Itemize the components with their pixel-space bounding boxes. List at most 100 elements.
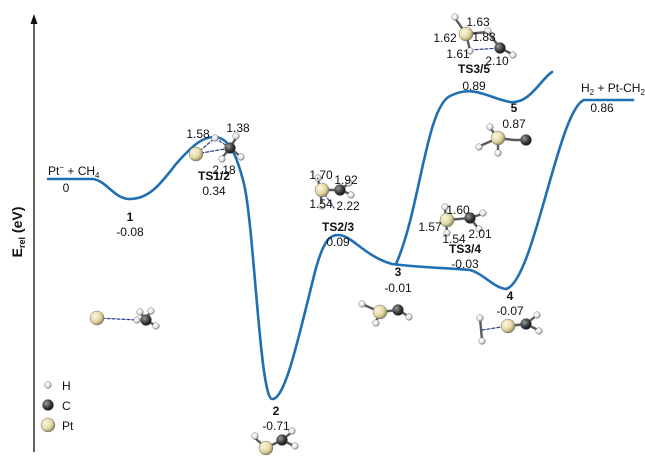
complex-1-c-atom: [140, 314, 152, 326]
ts23-c-atom: [334, 184, 346, 196]
complex-5-h-atom: [494, 149, 502, 157]
complex-5-pt-atom: [490, 130, 506, 146]
ts23-distance-label: 1.70: [309, 168, 333, 182]
complex-4-bond: [478, 316, 484, 342]
complex-4-h-atom: [533, 311, 541, 319]
energy-curve-upper-branch: [394, 70, 554, 266]
state-1-energy: -0.08: [116, 225, 144, 239]
ts34-h-atom: [475, 225, 483, 233]
state-3-name: 3: [395, 265, 402, 279]
state-4-name: 4: [507, 289, 514, 303]
complex-5-h-atom: [475, 143, 483, 151]
complex-3-h-atom: [358, 300, 366, 308]
ts34-pt-atom: [439, 212, 455, 228]
ts12-distance-label: 2.18: [212, 163, 236, 177]
ts23-distance-label: 1.54: [309, 197, 333, 211]
complex-1-pt-atom: [89, 310, 105, 326]
complex-1-h-atom: [152, 322, 160, 330]
ts12-distance-label: 1.58: [186, 127, 210, 141]
state-ts12-energy: 0.34: [202, 184, 226, 198]
ts35-h-atom: [451, 13, 459, 21]
complex-3-h-atom: [372, 319, 380, 327]
ts23-pt-atom: [314, 182, 330, 198]
ts35-h-atom: [484, 27, 492, 35]
ts35-pt-atom: [458, 26, 474, 42]
complex-1-h-atom: [147, 307, 155, 315]
ts12-pt-atom: [188, 146, 204, 162]
ts35-distance-label: 1.63: [466, 15, 490, 29]
complex-3-h-atom: [405, 313, 413, 321]
ts34-c-atom: [464, 212, 476, 224]
state-4-energy: -0.07: [496, 304, 524, 318]
ts12-dashed-bond: [195, 137, 216, 155]
ts34-h-atom: [443, 229, 451, 237]
complex-4-h-atom: [478, 337, 486, 345]
complex-3-pt-atom: [372, 304, 388, 320]
complex-2-h-atom: [291, 442, 299, 450]
legend-h-icon: [44, 381, 52, 389]
legend-c-icon: [42, 399, 54, 411]
ts23-h-atom: [314, 174, 322, 182]
state-2-energy: -0.71: [262, 419, 290, 433]
state-end-energy: 0.86: [590, 101, 614, 115]
ts35-h-atom: [466, 47, 474, 55]
complex-1-h-atom: [133, 316, 141, 324]
state-ts23-name: TS2/3: [322, 220, 354, 234]
ts12-distance-label: 1.38: [226, 121, 250, 135]
ts35-c-atom: [494, 42, 506, 54]
complex-3-c-atom: [392, 304, 404, 316]
state-ts23-energy: 0.09: [326, 235, 350, 249]
ts23-h-atom: [345, 179, 353, 187]
ts12-h-atom: [232, 132, 240, 140]
complex-4-c-atom: [520, 318, 532, 330]
ts12-h-atom: [237, 153, 245, 161]
state-5-name: 5: [511, 101, 518, 115]
ts34-distance-label: 1.60: [446, 203, 470, 217]
state-2-name: 2: [273, 404, 280, 418]
ts12-c-atom: [224, 142, 236, 154]
ts23-distance-label: 1.92: [334, 173, 358, 187]
ts12-h-atom: [211, 134, 219, 142]
ts34-h-atom: [441, 203, 449, 211]
y-axis-title: Erel (eV): [9, 207, 27, 258]
state-end-name: H2 + Pt-CH2: [581, 81, 645, 97]
complex-2-h-atom: [288, 427, 296, 435]
complex-5-h-atom: [486, 123, 494, 131]
state-ts35-energy: 0.89: [462, 79, 486, 93]
ts34-distance-label: 1.54: [442, 232, 466, 246]
complex-1-h-atom: [136, 308, 144, 316]
ts34-h-atom: [479, 209, 487, 217]
y-axis-arrowhead: [30, 14, 38, 24]
state-ts34-energy: -0.03: [451, 257, 479, 271]
ts23-h-atom: [318, 202, 326, 210]
state-1-name: 1: [127, 210, 134, 224]
legend-pt-icon: [40, 417, 56, 433]
complex-5-c-atom: [520, 134, 532, 146]
complex-4-pt-atom: [500, 318, 516, 334]
ts35-distance-label: 1.62: [433, 31, 457, 45]
legend-c-label: C: [62, 399, 71, 413]
ts34-distance-label: 2.01: [468, 227, 492, 241]
complex-2-c-atom: [276, 434, 288, 446]
state-ts12-name: TS1/2: [198, 169, 230, 183]
state-5-energy: 0.87: [502, 117, 526, 131]
state-ts34-name: TS3/4: [449, 242, 481, 256]
legend-h-label: H: [62, 379, 71, 393]
ts35-h-atom: [509, 51, 517, 59]
state-3-energy: -0.01: [384, 281, 412, 295]
complex-4-h-atom: [476, 314, 484, 322]
complex-2-pt-atom: [258, 440, 274, 456]
ts35-distance-label: 1.61: [446, 47, 470, 61]
ts35-distance-label: 1.83: [472, 30, 496, 44]
ts23-distance-label: 2.22: [336, 199, 360, 213]
ts12-h-atom: [218, 155, 226, 163]
ts23-dashed-bond: [321, 189, 335, 209]
state-start-energy: 0: [63, 181, 70, 195]
legend-pt-label: Pt: [62, 419, 74, 433]
complex-4-h-atom: [535, 327, 543, 335]
state-start-name: Pt− + CH4: [48, 163, 100, 180]
ts23-h-atom: [347, 191, 355, 199]
ts35-distance-label: 2.10: [485, 54, 509, 68]
energy-curve: [46, 98, 635, 401]
